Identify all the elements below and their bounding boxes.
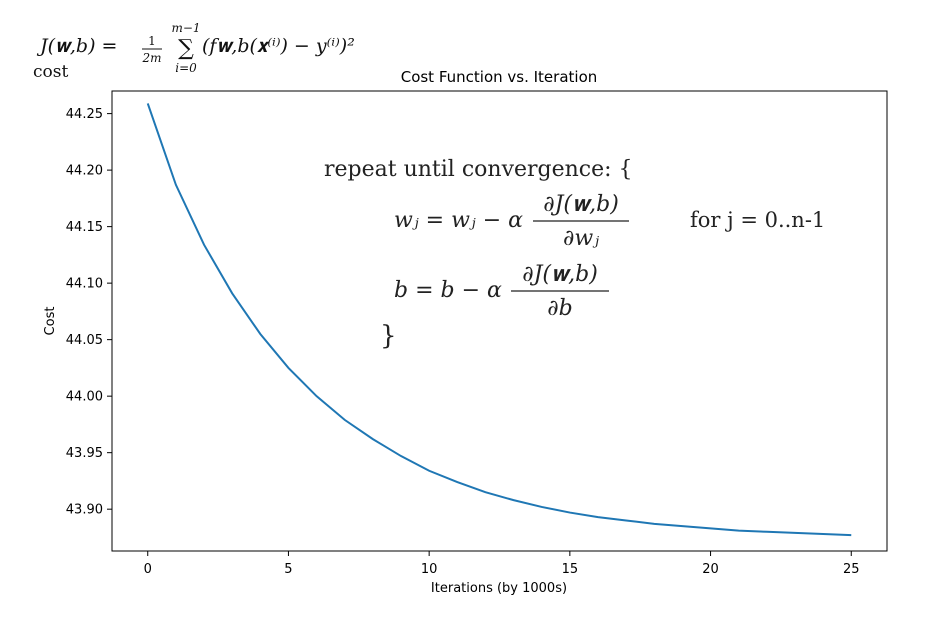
cost-formula-sum-bottom: i=0	[175, 61, 197, 75]
y-tick-label: 44.00	[66, 390, 103, 405]
plot-area	[111, 90, 888, 552]
cost-formula-lhs: J(𝐰,b) =	[36, 35, 117, 57]
x-axis-label: Iterations (by 1000s)	[431, 581, 567, 596]
x-tick-label: 15	[562, 562, 579, 577]
x-tick-label: 10	[421, 562, 438, 577]
x-tick-label: 20	[702, 562, 719, 577]
cost-label: cost	[33, 62, 68, 82]
x-tick-label: 0	[144, 562, 152, 577]
b-update-denominator: ∂b	[547, 296, 572, 321]
b-update-numerator: ∂J(𝐰,b)	[522, 262, 598, 287]
y-axis-ticks: 43.90 43.95 44.00 44.05 44.10 44.15 44.20 44.25	[66, 107, 112, 518]
y-tick-label: 44.20	[66, 164, 103, 179]
cost-formula-frac-den: 2m	[141, 51, 161, 65]
y-tick-label: 43.90	[66, 503, 103, 518]
x-tick-label: 5	[284, 562, 292, 577]
y-tick-label: 44.05	[66, 333, 103, 348]
w-update-lhs: wⱼ = wⱼ − α	[394, 208, 523, 233]
y-tick-label: 44.10	[66, 277, 103, 292]
cost-formula-frac-num: 1	[148, 34, 156, 48]
x-axis-ticks: 0 5 10 15 20 25	[144, 551, 860, 577]
y-tick-label: 43.95	[66, 446, 103, 461]
cost-formula-sum-top: m−1	[171, 21, 200, 35]
cost-formula-rhs: (f𝐰,b(𝐱⁽ⁱ⁾) − y⁽ⁱ⁾)²	[202, 35, 355, 57]
w-update-numerator: ∂J(𝐰,b)	[543, 192, 619, 217]
w-update-for-clause: for j = 0..n-1	[690, 208, 825, 232]
gradient-descent-annotation: repeat until convergence: { wⱼ = wⱼ − α …	[324, 157, 825, 351]
closing-brace: }	[380, 321, 397, 351]
x-tick-label: 25	[843, 562, 860, 577]
chart-title: Cost Function vs. Iteration	[401, 68, 598, 86]
b-update-lhs: b = b − α	[394, 278, 502, 303]
repeat-until-convergence: repeat until convergence: {	[324, 157, 633, 182]
y-tick-label: 44.15	[66, 220, 103, 235]
cost-formula-sum-symbol: ∑	[178, 36, 194, 61]
cost-formula: J(𝐰,b) = 1 2m m−1 ∑ i=0 (f𝐰,b(𝐱⁽ⁱ⁾) − y⁽…	[33, 21, 355, 82]
w-update-denominator: ∂wⱼ	[563, 226, 599, 251]
cost-series-line	[146, 103, 852, 537]
y-tick-label: 44.25	[66, 107, 103, 122]
y-axis-label: Cost	[43, 307, 58, 336]
